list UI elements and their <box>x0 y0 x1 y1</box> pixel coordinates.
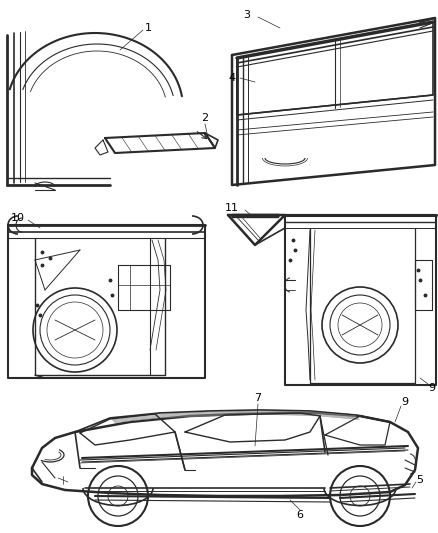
Text: 9: 9 <box>428 383 435 393</box>
Text: 1: 1 <box>145 23 152 33</box>
Text: 6: 6 <box>297 510 304 520</box>
Text: 9: 9 <box>402 397 409 407</box>
Text: 10: 10 <box>11 213 25 223</box>
Text: 5: 5 <box>417 475 424 485</box>
Text: 2: 2 <box>201 113 208 123</box>
Text: 4: 4 <box>229 73 236 83</box>
Text: 3: 3 <box>244 10 251 20</box>
Text: 11: 11 <box>225 203 239 213</box>
Text: 7: 7 <box>254 393 261 403</box>
